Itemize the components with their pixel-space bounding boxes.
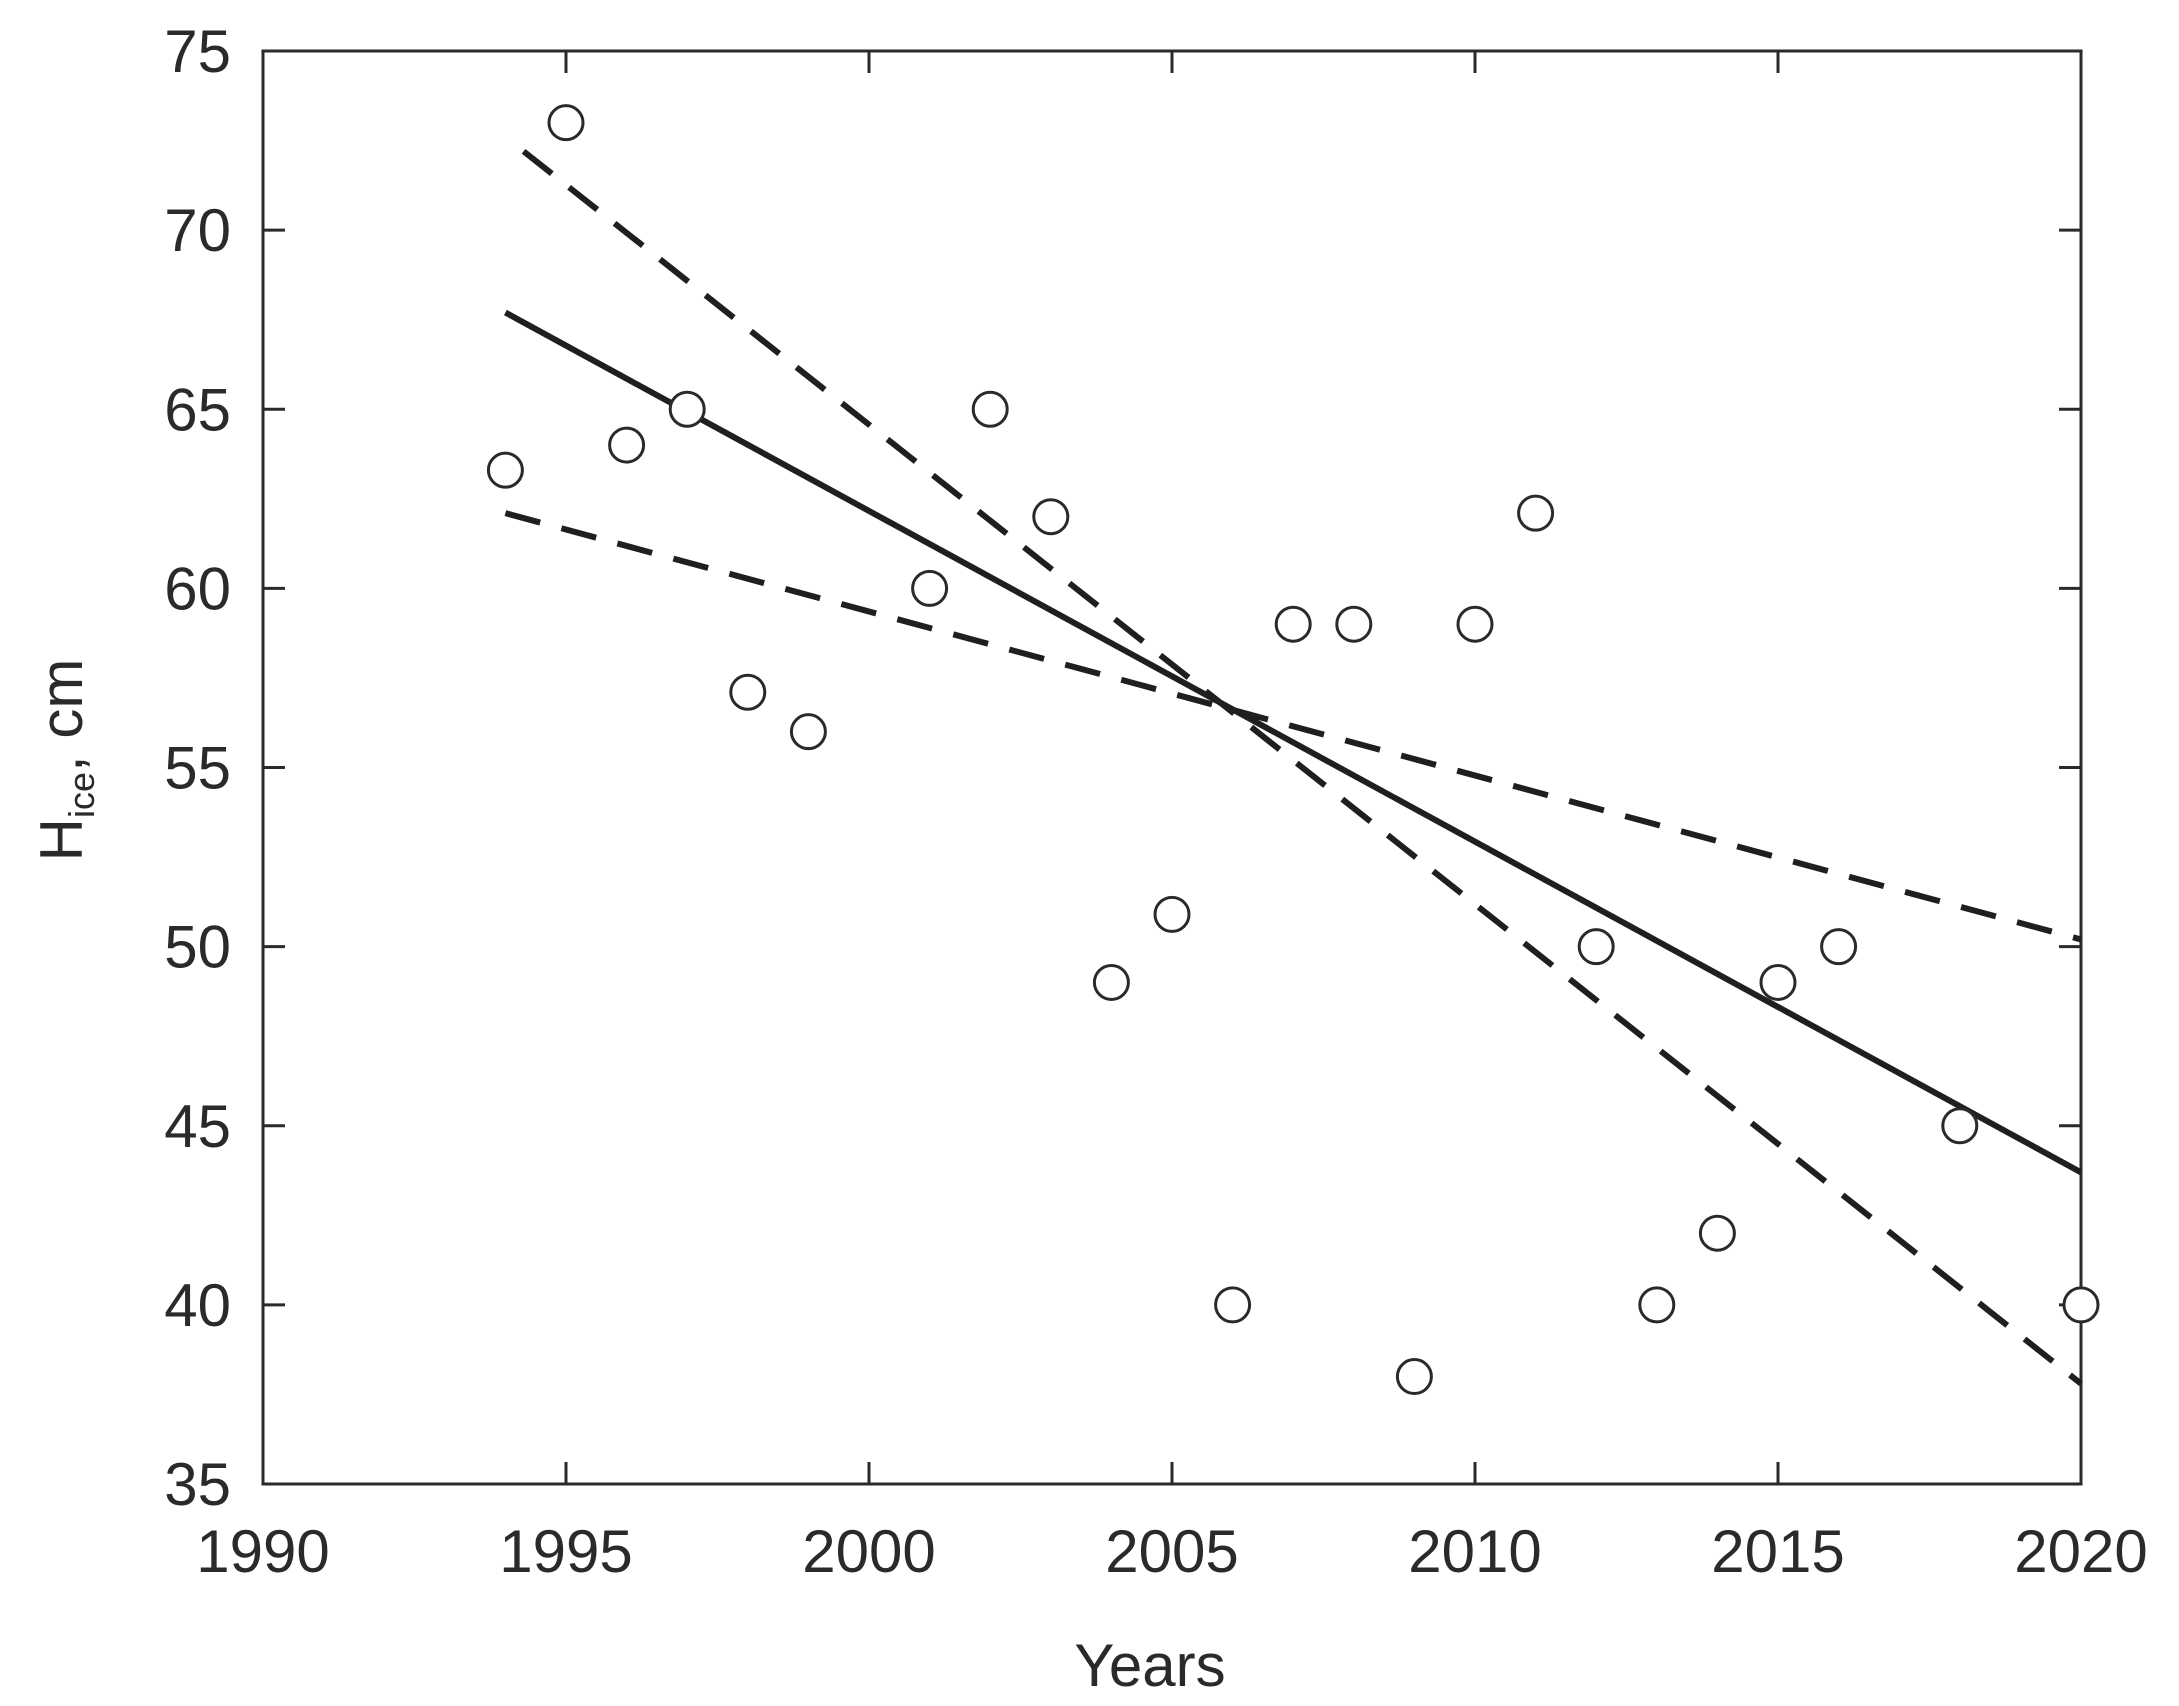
data-point [1395, 1358, 1433, 1396]
y-tick-label: 45 [164, 1093, 231, 1160]
data-point [1092, 963, 1130, 1001]
y-axis-title-subscript: ice [61, 772, 102, 818]
data-point [1759, 963, 1797, 1001]
data-point [1820, 928, 1858, 966]
x-tick-label: 2020 [2014, 1518, 2147, 1585]
data-points [486, 104, 2100, 1396]
x-tick-label: 2000 [802, 1518, 935, 1585]
data-point [547, 104, 585, 142]
y-tick-label: 40 [164, 1272, 231, 1339]
y-tick-label: 55 [164, 735, 231, 802]
y-axis-title-main: H [28, 818, 95, 861]
data-point [608, 426, 646, 464]
x-axis-ticks: 1990 1995 2000 2005 2010 2015 2020 [196, 51, 2148, 1585]
data-point [971, 390, 1009, 428]
data-point [1577, 928, 1615, 966]
data-point [1698, 1214, 1736, 1252]
data-point [911, 569, 949, 607]
data-point [2062, 1286, 2100, 1324]
y-tick-label: 65 [164, 376, 231, 443]
data-point [486, 451, 524, 489]
data-point [729, 673, 767, 711]
y-tick-label: 35 [164, 1451, 231, 1518]
data-point [1274, 605, 1312, 643]
x-tick-label: 1990 [196, 1518, 329, 1585]
data-point [1456, 605, 1494, 643]
regression-lines [503, 148, 2083, 1387]
y-tick-label: 50 [164, 914, 231, 981]
y-axis-title-unit: , cm [28, 659, 95, 772]
trend-line [503, 309, 2083, 1175]
data-point [668, 390, 706, 428]
y-axis-title: Hice, cm [28, 659, 102, 862]
plot-frame [261, 49, 2083, 1486]
data-point [1153, 895, 1191, 933]
x-tick-label: 2015 [1711, 1518, 1844, 1585]
x-tick-label: 2005 [1105, 1518, 1238, 1585]
data-point [1335, 605, 1373, 643]
data-point [1638, 1286, 1676, 1324]
x-axis-title: Years [1074, 1632, 1225, 1699]
y-axis-ticks: 35 40 45 50 55 60 65 70 75 [164, 18, 2081, 1518]
data-point [1214, 1286, 1252, 1324]
y-tick-label: 60 [164, 555, 231, 622]
data-point [789, 713, 827, 751]
x-tick-label: 2010 [1408, 1518, 1541, 1585]
confidence-bound-line [504, 510, 2082, 943]
y-tick-label: 75 [164, 18, 231, 85]
x-tick-label: 1995 [499, 1518, 632, 1585]
data-point [1941, 1107, 1979, 1145]
data-point [1032, 498, 1070, 536]
y-tick-label: 70 [164, 197, 231, 264]
confidence-bound-line [521, 148, 2083, 1387]
data-point [1517, 494, 1555, 532]
